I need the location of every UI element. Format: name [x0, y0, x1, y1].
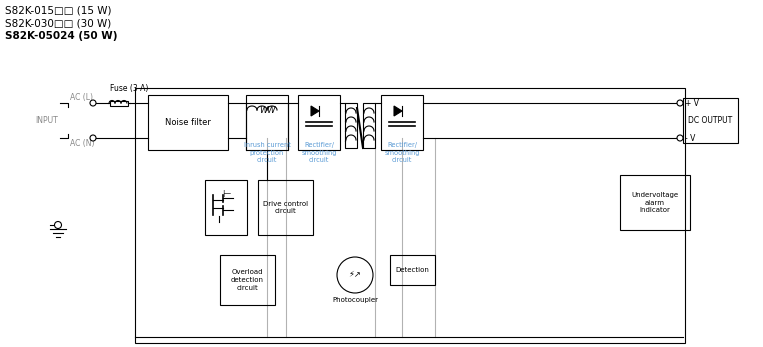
Text: AC (L): AC (L)	[70, 93, 93, 102]
Text: WW: WW	[259, 105, 275, 115]
FancyBboxPatch shape	[381, 95, 423, 150]
Circle shape	[54, 221, 62, 229]
FancyBboxPatch shape	[345, 103, 357, 148]
FancyBboxPatch shape	[363, 103, 375, 148]
Text: AC (N): AC (N)	[70, 139, 95, 148]
Text: ⊢: ⊢	[222, 189, 230, 199]
FancyBboxPatch shape	[246, 95, 288, 150]
Polygon shape	[394, 106, 402, 116]
Text: INPUT: INPUT	[35, 116, 58, 125]
Text: Drive control
circuit: Drive control circuit	[263, 201, 308, 214]
FancyBboxPatch shape	[683, 98, 738, 143]
Text: Overload
detection
circuit: Overload detection circuit	[231, 270, 264, 290]
FancyBboxPatch shape	[298, 95, 340, 150]
FancyBboxPatch shape	[220, 255, 275, 305]
Circle shape	[90, 100, 96, 106]
Text: Fuse (3 A): Fuse (3 A)	[110, 84, 148, 93]
Text: DC OUTPUT: DC OUTPUT	[688, 116, 732, 125]
Text: Rectifier/
smoothing
circuit: Rectifier/ smoothing circuit	[301, 142, 336, 163]
FancyBboxPatch shape	[148, 95, 228, 150]
Circle shape	[90, 135, 96, 141]
Polygon shape	[311, 106, 319, 116]
FancyBboxPatch shape	[110, 101, 128, 105]
Text: Inrush current
protection
circuit: Inrush current protection circuit	[243, 142, 291, 163]
Text: + V: + V	[685, 99, 699, 108]
Text: - V: - V	[685, 134, 695, 143]
Text: S82K-015□□ (15 W): S82K-015□□ (15 W)	[5, 5, 111, 15]
Circle shape	[677, 100, 683, 106]
Text: Detection: Detection	[395, 267, 430, 273]
Text: ⚡↗: ⚡↗	[349, 271, 362, 279]
Circle shape	[677, 135, 683, 141]
Text: Rectifier/
smoothing
circuit: Rectifier/ smoothing circuit	[385, 142, 420, 163]
Text: Noise filter: Noise filter	[165, 118, 211, 127]
Text: Photocoupler: Photocoupler	[332, 297, 378, 303]
FancyBboxPatch shape	[258, 180, 313, 235]
FancyBboxPatch shape	[205, 180, 247, 235]
Text: S82K-030□□ (30 W): S82K-030□□ (30 W)	[5, 18, 111, 28]
FancyBboxPatch shape	[390, 255, 435, 285]
FancyBboxPatch shape	[620, 175, 690, 230]
Circle shape	[337, 257, 373, 293]
Text: S82K-05024 (50 W): S82K-05024 (50 W)	[5, 31, 118, 41]
Text: Undervoltage
alarm
Indicator: Undervoltage alarm Indicator	[632, 192, 678, 213]
